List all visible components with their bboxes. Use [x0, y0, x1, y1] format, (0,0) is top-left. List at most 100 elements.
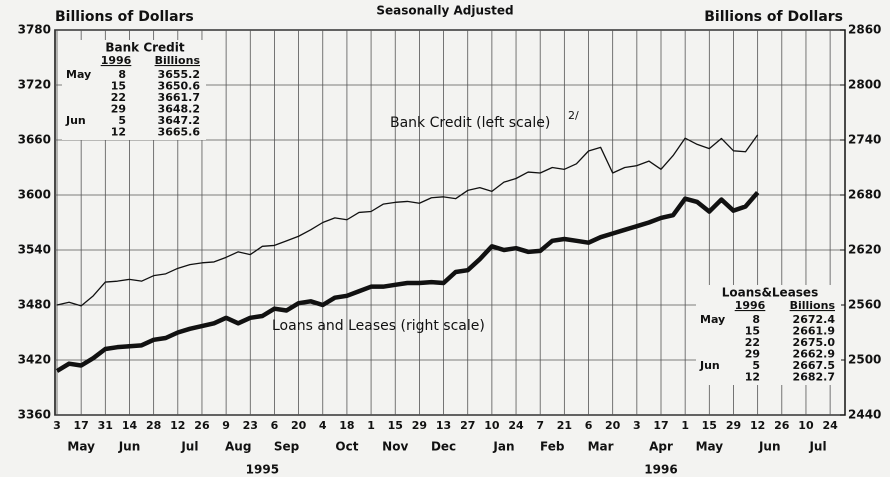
x-tick-label: 31 — [98, 419, 113, 432]
x-tick-label: 9 — [222, 419, 230, 432]
x-tick-label: 27 — [460, 419, 475, 432]
month-label: Oct — [335, 440, 358, 454]
x-tick-label: 17 — [74, 419, 89, 432]
table-month: May — [66, 68, 91, 81]
y-tick-label: 3780 — [18, 23, 51, 37]
y2-tick-label: 2740 — [848, 133, 881, 147]
footnote-mark: 2/ — [568, 109, 579, 122]
table-bg — [62, 40, 206, 140]
x-tick-label: 3 — [53, 419, 61, 432]
x-tick-label: 24 — [822, 419, 838, 432]
chart-title: Seasonally Adjusted — [376, 4, 513, 18]
y2-tick-label: 2440 — [848, 408, 881, 422]
x-tick-label: 20 — [291, 419, 307, 432]
table-value: 3648.2 — [158, 103, 200, 116]
table-header: Billions — [155, 54, 201, 67]
table-value: 3661.7 — [158, 91, 200, 104]
table-day: 5 — [118, 114, 126, 127]
month-label: Dec — [431, 440, 456, 454]
y2-tick-label: 2620 — [848, 243, 881, 257]
y2-tick-label: 2680 — [848, 188, 881, 202]
month-label: Aug — [225, 440, 251, 454]
table-day: 15 — [745, 325, 760, 338]
x-tick-label: 10 — [484, 419, 500, 432]
table-month: May — [700, 313, 725, 326]
x-tick-label: 17 — [653, 419, 668, 432]
table-title: Loans&Leases — [722, 286, 818, 300]
x-tick-label: 6 — [585, 419, 593, 432]
y2-tick-label: 2560 — [848, 298, 881, 312]
month-label: Jul — [808, 440, 826, 454]
x-tick-label: 29 — [412, 419, 427, 432]
x-tick-label: 7 — [536, 419, 544, 432]
x-tick-label: 12 — [170, 419, 185, 432]
x-tick-label: 18 — [339, 419, 354, 432]
x-tick-label: 1 — [367, 419, 375, 432]
table-day: 15 — [111, 80, 126, 93]
table-month: Jun — [699, 359, 720, 372]
table-day: 12 — [745, 371, 760, 384]
table-value: 2682.7 — [793, 371, 835, 384]
y-axis-label: Billions of Dollars — [55, 9, 194, 25]
year-label: 1996 — [644, 463, 677, 477]
table-value: 3665.6 — [158, 126, 201, 139]
x-tick-label: 26 — [194, 419, 210, 432]
month-label: Jan — [492, 440, 514, 454]
x-tick-label: 4 — [319, 419, 327, 432]
month-label: May — [67, 440, 95, 454]
y-tick-label: 3360 — [18, 408, 51, 422]
table-value: 2662.9 — [793, 348, 835, 361]
table-day: 8 — [752, 313, 760, 326]
y-tick-label: 3420 — [18, 353, 51, 367]
y2-axis-label: Billions of Dollars — [704, 9, 843, 25]
table-value: 3655.2 — [158, 68, 200, 81]
month-label: Jun — [118, 440, 141, 454]
table-value: 3647.2 — [158, 114, 200, 127]
table-month: Jun — [65, 114, 86, 127]
table-day: 22 — [745, 336, 760, 349]
x-tick-label: 12 — [750, 419, 765, 432]
table-title: Bank Credit — [105, 41, 185, 55]
x-tick-label: 15 — [388, 419, 403, 432]
y-tick-label: 3660 — [18, 133, 51, 147]
x-tick-label: 21 — [557, 419, 572, 432]
month-label: Nov — [382, 440, 408, 454]
series-line — [56, 134, 759, 307]
y-tick-label: 3480 — [18, 298, 51, 312]
x-tick-label: 15 — [702, 419, 717, 432]
series-line — [55, 191, 760, 373]
table-bg — [696, 285, 841, 385]
month-label: Feb — [540, 440, 565, 454]
table-header: 1996 — [101, 54, 132, 67]
y-tick-label: 3540 — [18, 243, 51, 257]
table-day: 29 — [111, 103, 126, 116]
x-tick-label: 13 — [436, 419, 451, 432]
x-tick-label: 14 — [122, 419, 138, 432]
month-label: Sep — [274, 440, 300, 454]
month-label: May — [696, 440, 724, 454]
y2-tick-label: 2800 — [848, 78, 881, 92]
x-tick-label: 26 — [774, 419, 790, 432]
x-tick-label: 1 — [681, 419, 689, 432]
table-value: 2675.0 — [793, 336, 836, 349]
x-tick-label: 10 — [798, 419, 814, 432]
series-label: Loans and Leases (right scale) — [272, 318, 485, 334]
table-day: 12 — [111, 126, 126, 139]
table-day: 22 — [111, 91, 126, 104]
x-tick-label: 3 — [633, 419, 641, 432]
month-label: Apr — [649, 440, 673, 454]
table-day: 8 — [118, 68, 126, 81]
x-tick-label: 29 — [726, 419, 741, 432]
table-header: Billions — [790, 299, 836, 312]
month-label: Jul — [180, 440, 198, 454]
y-tick-label: 3720 — [18, 78, 51, 92]
month-label: Jun — [758, 440, 781, 454]
table-value: 2661.9 — [793, 325, 835, 338]
x-tick-label: 20 — [605, 419, 621, 432]
x-tick-label: 23 — [243, 419, 258, 432]
x-tick-label: 6 — [271, 419, 279, 432]
x-tick-label: 24 — [508, 419, 524, 432]
x-tick-label: 28 — [146, 419, 161, 432]
table-value: 3650.6 — [158, 80, 201, 93]
